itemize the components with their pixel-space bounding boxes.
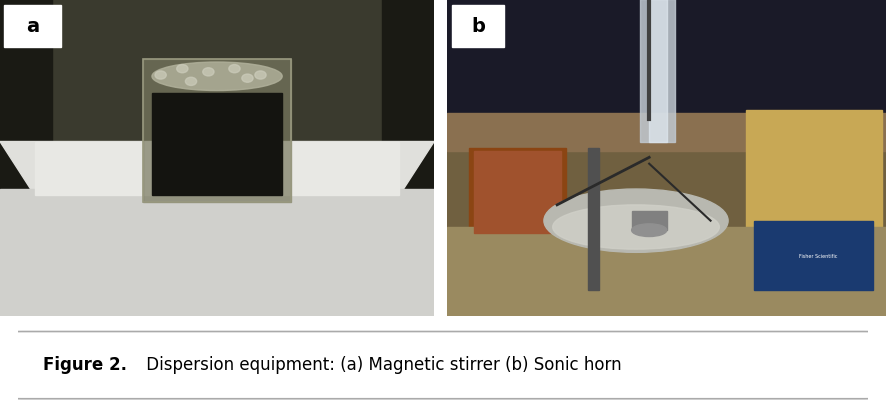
Circle shape [203,68,214,77]
Ellipse shape [152,63,282,91]
Circle shape [242,75,253,83]
Bar [0,0,52,316]
Circle shape [155,72,167,80]
Bar [447,0,886,120]
Circle shape [176,65,188,74]
Ellipse shape [553,205,719,249]
Bar [0,190,434,316]
Circle shape [255,72,266,80]
Bar [470,149,566,237]
Text: b: b [471,17,485,36]
Circle shape [229,65,240,74]
Bar [587,149,599,291]
Bar [632,212,666,230]
Text: a: a [26,17,39,36]
Bar [35,142,400,196]
FancyBboxPatch shape [5,332,881,399]
Bar [382,0,434,316]
Text: Figure 2.: Figure 2. [43,356,128,373]
Bar [746,111,882,300]
Bar [649,0,666,142]
Text: Fisher Scientific: Fisher Scientific [799,254,837,258]
Bar [452,6,504,47]
Ellipse shape [544,190,728,253]
Bar [754,221,873,291]
Polygon shape [0,142,434,196]
Bar [447,114,886,151]
Bar [474,151,562,234]
Circle shape [185,78,197,86]
Bar [4,6,61,47]
Ellipse shape [632,224,666,237]
Bar [447,228,886,316]
Text: Dispersion equipment: (a) Magnetic stirrer (b) Sonic horn: Dispersion equipment: (a) Magnetic stirr… [141,356,622,373]
Bar [152,94,282,196]
Bar [144,60,291,202]
Bar [641,0,675,142]
Bar [144,60,291,202]
